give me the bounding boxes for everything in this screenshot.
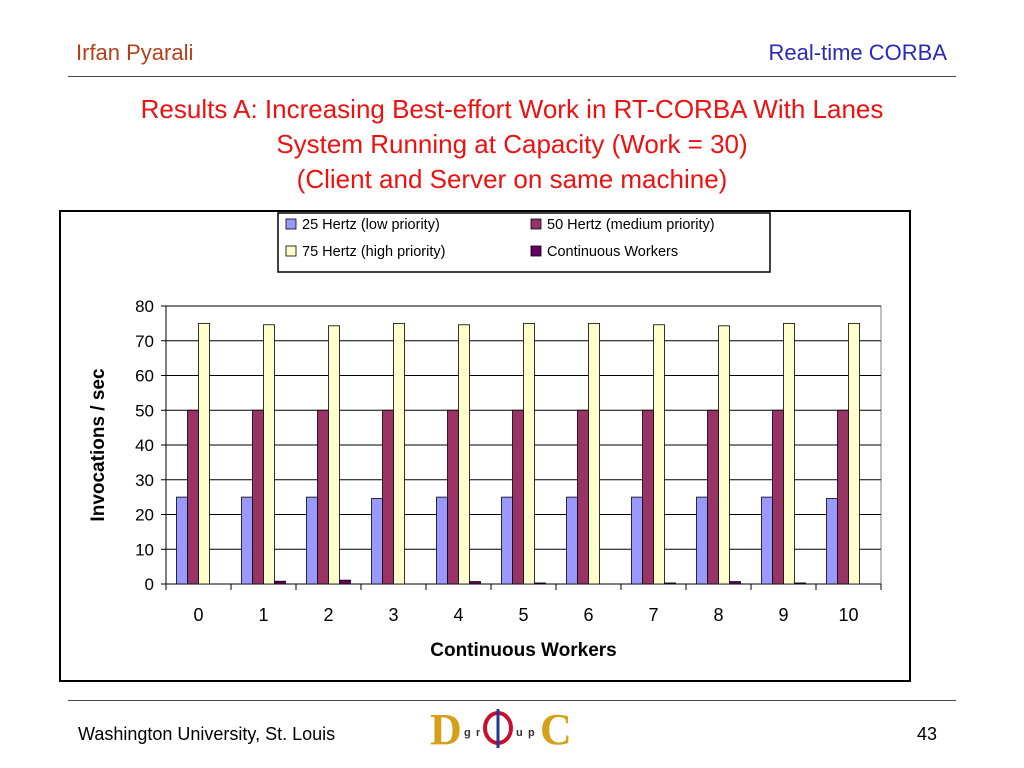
y-tick-label: 50 xyxy=(135,401,154,420)
bar-50-hertz-medium-priority xyxy=(707,409,719,585)
y-tick-label: 30 xyxy=(135,471,154,490)
bar-50-hertz-medium-priority xyxy=(447,409,459,585)
x-tick-label: 8 xyxy=(713,605,723,625)
title-line-2: System Running at Capacity (Work = 30) xyxy=(276,129,748,159)
x-tick-label: 9 xyxy=(778,605,788,625)
bar-continuous-workers xyxy=(534,582,546,585)
bar-75-hertz-high-priority xyxy=(198,322,210,585)
x-tick-label: 1 xyxy=(258,605,268,625)
bar-50-hertz-medium-priority xyxy=(252,409,264,585)
bar-75-hertz-high-priority xyxy=(458,324,470,585)
logo-letter-p: p xyxy=(528,727,535,739)
author-name: Irfan Pyarali xyxy=(76,40,194,65)
bar-75-hertz-high-priority xyxy=(523,322,535,585)
bar-50-hertz-medium-priority xyxy=(577,409,589,585)
bar-25-hertz-low-priority xyxy=(501,496,513,585)
bar-25-hertz-low-priority xyxy=(761,496,773,585)
bar-75-hertz-high-priority xyxy=(848,322,860,585)
bar-75-hertz-high-priority xyxy=(653,324,665,585)
x-tick-label: 0 xyxy=(193,605,203,625)
x-tick-label: 10 xyxy=(838,605,858,625)
bar-25-hertz-low-priority xyxy=(436,496,448,585)
logo-letter-g: g xyxy=(464,727,471,739)
legend-box xyxy=(277,212,771,273)
y-axis-title: Invocations / sec xyxy=(88,368,109,522)
y-tick-label: 10 xyxy=(135,540,154,559)
y-tick-label: 40 xyxy=(135,436,154,455)
page-number: 43 xyxy=(916,724,937,744)
footer-institution: Washington University, St. Louis xyxy=(78,724,336,744)
footer-divider xyxy=(68,700,956,701)
bar-25-hertz-low-priority xyxy=(241,496,253,585)
x-tick-label: 5 xyxy=(518,605,528,625)
y-tick-label: 60 xyxy=(135,367,154,386)
legend-label: Continuous Workers xyxy=(547,244,678,260)
bar-75-hertz-high-priority xyxy=(783,322,795,585)
logo-letter-r: r xyxy=(476,727,481,739)
title-line-3: (Client and Server on same machine) xyxy=(296,164,728,194)
bar-25-hertz-low-priority xyxy=(566,496,578,585)
y-tick-label: 80 xyxy=(135,297,154,316)
header-divider xyxy=(68,76,956,77)
legend-label: 50 Hertz (medium priority) xyxy=(547,217,715,233)
logo-letter-c: C xyxy=(540,706,570,750)
doc-group-logo: D g r u p C xyxy=(430,706,570,750)
legend-swatch xyxy=(530,218,542,230)
x-tick-label: 2 xyxy=(323,605,333,625)
bar-25-hertz-low-priority xyxy=(371,498,383,585)
bar-75-hertz-high-priority xyxy=(588,322,600,585)
bar-25-hertz-low-priority xyxy=(826,498,838,585)
slide-title: Results A: Increasing Best-effort Work i… xyxy=(60,92,964,197)
bar-continuous-workers xyxy=(664,582,676,585)
bar-50-hertz-medium-priority xyxy=(187,409,199,585)
x-tick-label: 3 xyxy=(388,605,398,625)
bar-25-hertz-low-priority xyxy=(631,496,643,585)
bar-50-hertz-medium-priority xyxy=(837,409,849,585)
slide-topic: Real-time CORBA xyxy=(768,40,947,65)
legend-swatch xyxy=(285,245,297,257)
bar-50-hertz-medium-priority xyxy=(772,409,784,585)
y-tick-label: 20 xyxy=(135,506,154,525)
bar-continuous-workers xyxy=(274,580,286,585)
bar-50-hertz-medium-priority xyxy=(317,409,329,585)
legend-swatch xyxy=(530,245,542,257)
legend-label: 75 Hertz (high priority) xyxy=(302,244,445,260)
bar-continuous-workers xyxy=(469,581,481,585)
x-tick-label: 6 xyxy=(583,605,593,625)
legend-swatch xyxy=(285,218,297,230)
bar-75-hertz-high-priority xyxy=(263,324,275,585)
bar-continuous-workers xyxy=(339,579,351,585)
bar-50-hertz-medium-priority xyxy=(642,409,654,585)
bar-continuous-workers xyxy=(794,582,806,585)
y-tick-label: 70 xyxy=(135,332,154,351)
bar-25-hertz-low-priority xyxy=(696,496,708,585)
title-line-1: Results A: Increasing Best-effort Work i… xyxy=(140,94,884,124)
bar-75-hertz-high-priority xyxy=(718,325,730,585)
bar-75-hertz-high-priority xyxy=(328,325,340,585)
legend-label: 25 Hertz (low priority) xyxy=(302,217,440,233)
bar-50-hertz-medium-priority xyxy=(382,409,394,585)
bar-75-hertz-high-priority xyxy=(393,322,405,585)
bar-continuous-workers xyxy=(729,581,741,585)
y-tick-label: 0 xyxy=(145,575,154,594)
bar-25-hertz-low-priority xyxy=(176,496,188,585)
logo-letter-u: u xyxy=(516,727,523,739)
x-tick-label: 4 xyxy=(453,605,463,625)
logo-letter-d: D xyxy=(430,706,462,750)
bar-50-hertz-medium-priority xyxy=(512,409,524,585)
x-tick-label: 7 xyxy=(648,605,658,625)
x-axis-title: Continuous Workers xyxy=(430,640,617,661)
bar-25-hertz-low-priority xyxy=(306,496,318,585)
